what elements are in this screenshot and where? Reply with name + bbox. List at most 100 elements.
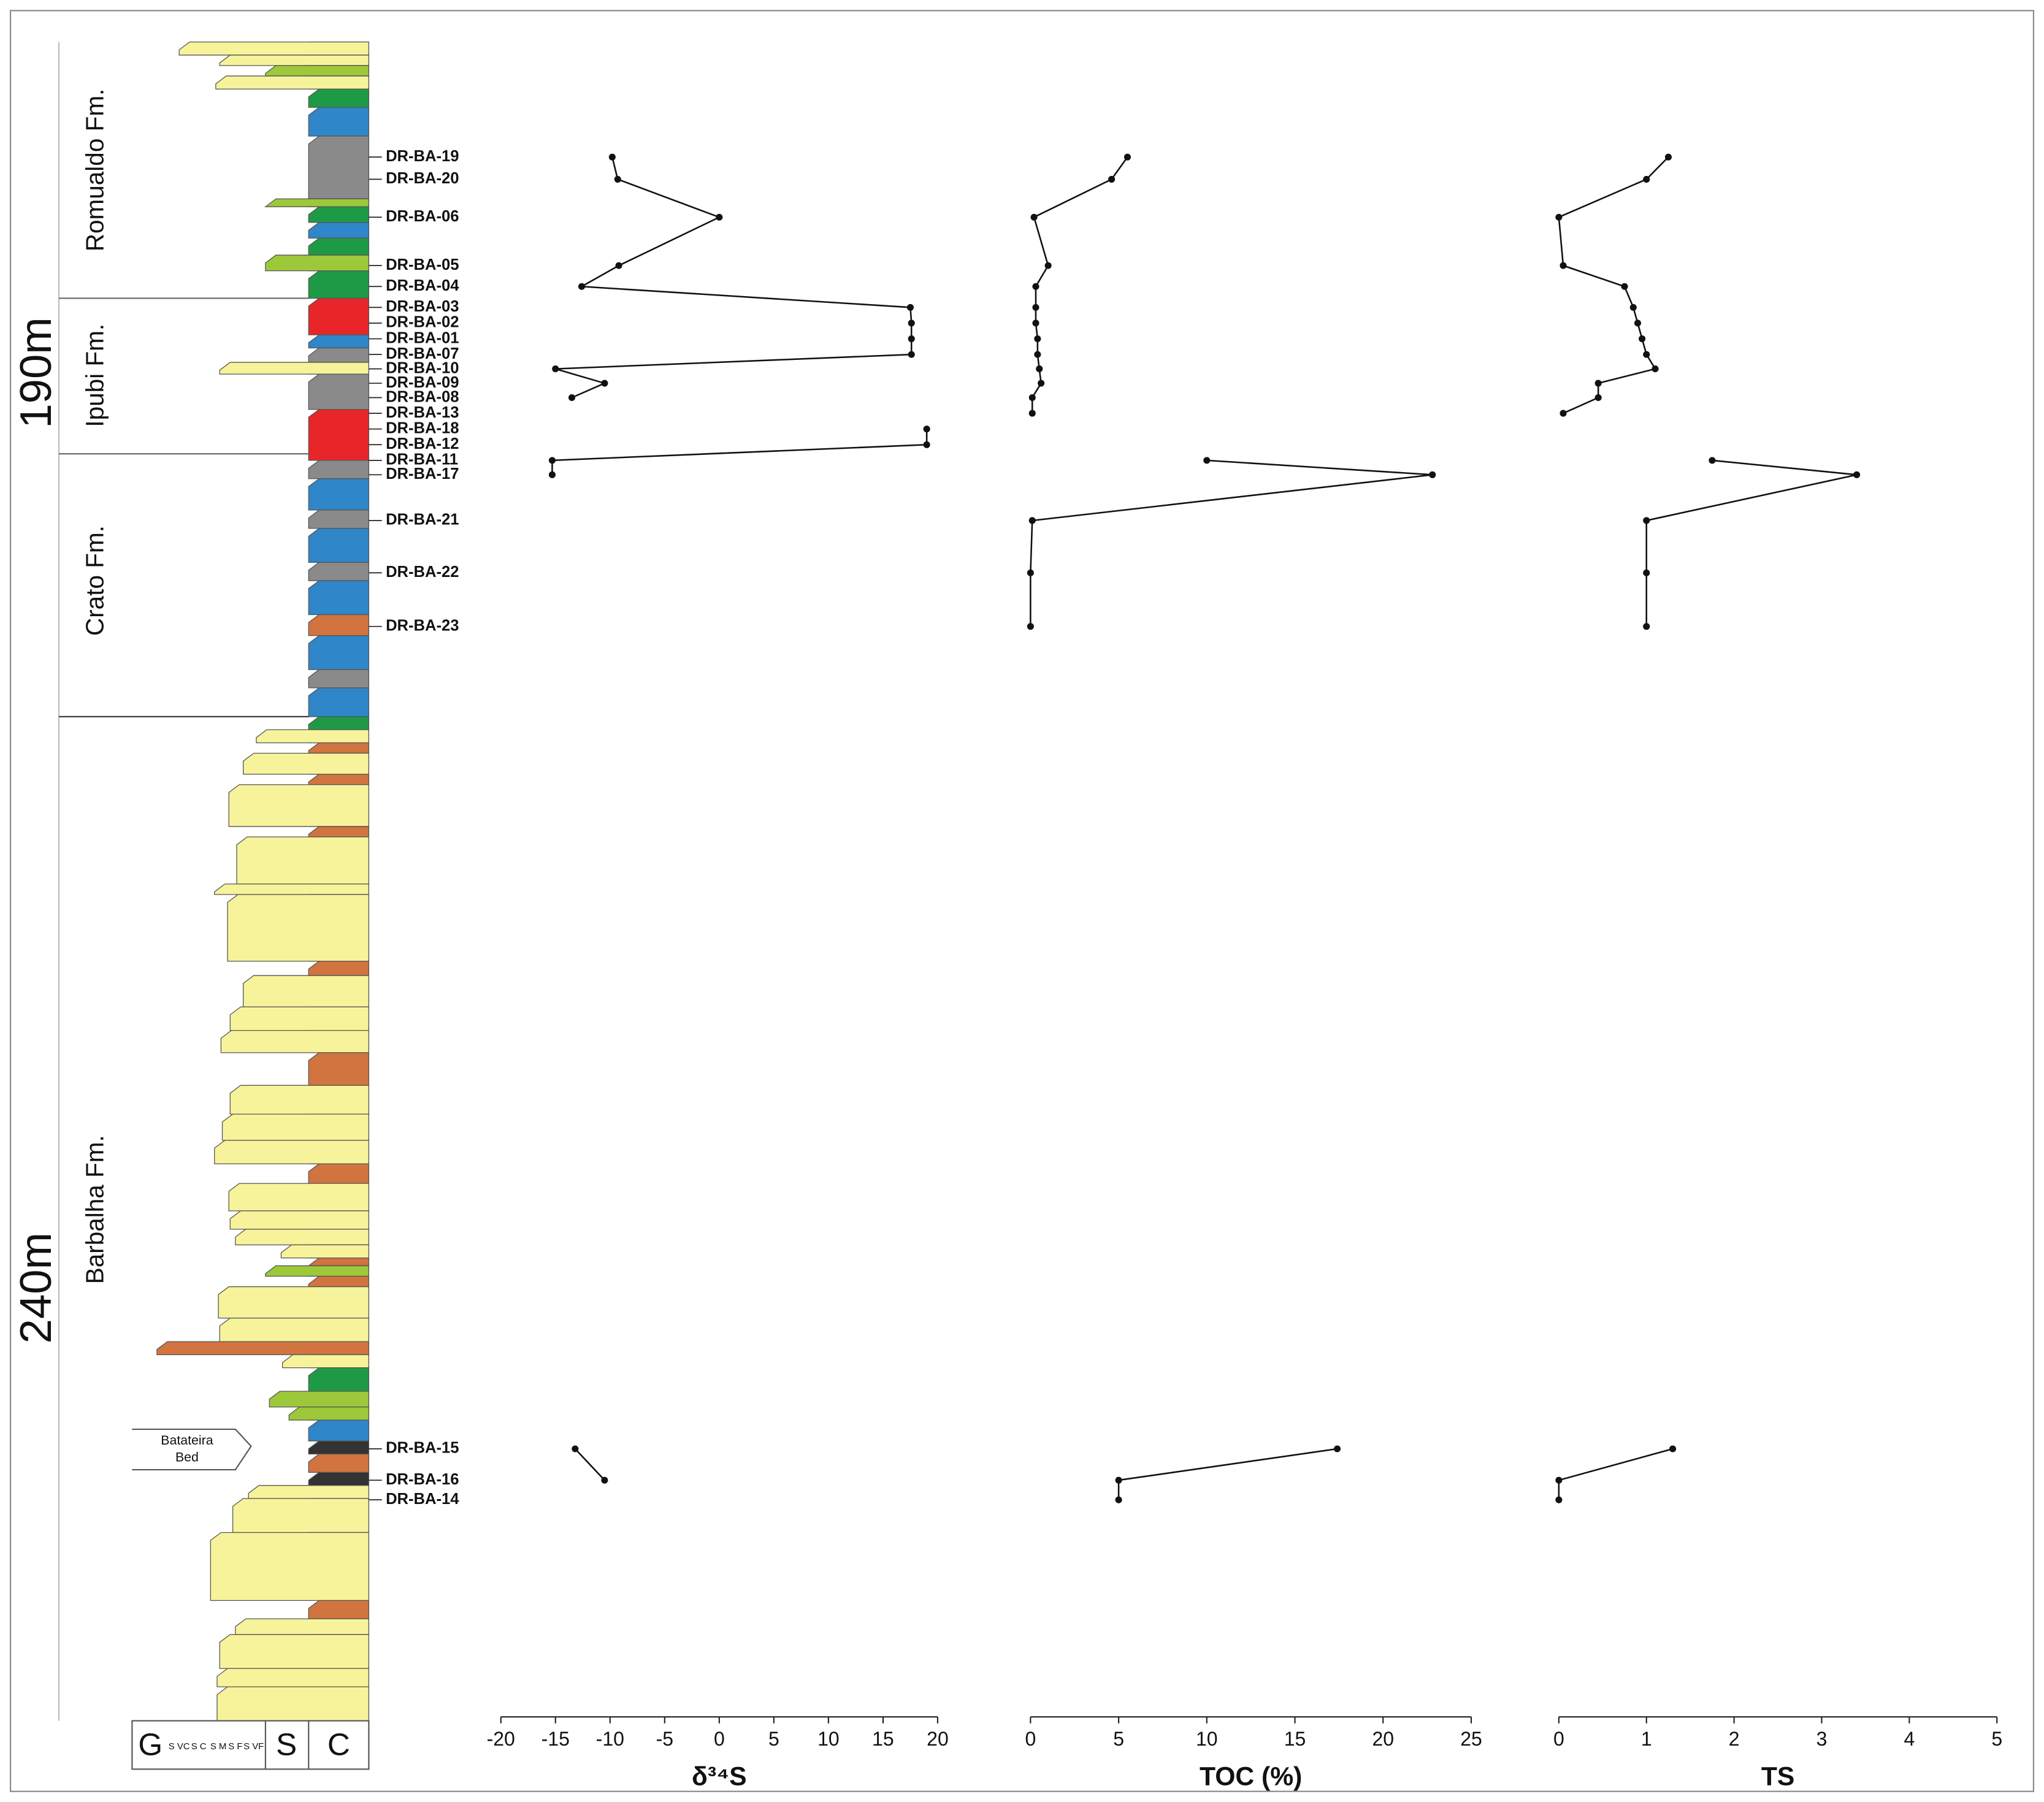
x-tick-label: -10 — [596, 1728, 624, 1750]
layer — [210, 1532, 369, 1601]
formation-label: Crato Fm. — [81, 525, 109, 636]
data-point — [1639, 335, 1646, 343]
data-point — [1664, 153, 1672, 161]
x-tick-label: 1 — [1641, 1728, 1652, 1750]
layer — [232, 1498, 369, 1533]
data-point — [1108, 175, 1116, 183]
sample-label: DR-BA-17 — [386, 465, 459, 483]
data-point — [1032, 304, 1039, 311]
lithology-column — [156, 41, 369, 1722]
formation-label: Barbalha Fm. — [81, 1135, 109, 1284]
data-point — [1555, 213, 1563, 221]
data-point — [1123, 153, 1131, 161]
x-tick-label: -20 — [487, 1728, 515, 1750]
data-point — [923, 426, 930, 433]
layer — [219, 55, 369, 66]
x-tick-label: 15 — [1284, 1728, 1306, 1750]
layer — [308, 1419, 369, 1441]
formation-label: Romualdo Fm. — [81, 89, 109, 252]
layer — [308, 1052, 369, 1086]
sample-label: DR-BA-03 — [386, 298, 459, 315]
layer — [308, 635, 369, 670]
sample-label: DR-BA-12 — [386, 435, 459, 452]
data-point — [1028, 517, 1036, 524]
layer — [307, 1258, 369, 1267]
sample-label: DR-BA-18 — [386, 419, 459, 437]
data-point — [1038, 380, 1045, 387]
x-tick-label: 0 — [714, 1728, 725, 1750]
data-point — [1643, 569, 1650, 576]
data-point — [1594, 394, 1602, 402]
data-point — [1629, 304, 1637, 311]
layer — [308, 297, 369, 335]
data-point — [1429, 471, 1436, 478]
x-tick-label: 2 — [1729, 1728, 1740, 1750]
layer — [248, 1485, 369, 1499]
layer — [308, 1440, 369, 1455]
layer — [308, 334, 369, 349]
sample-label: DR-BA-05 — [386, 256, 459, 273]
data-point — [1203, 457, 1211, 464]
data-point — [1333, 1445, 1341, 1453]
layer — [288, 1407, 369, 1421]
data-point — [1030, 213, 1038, 221]
layer — [308, 222, 369, 239]
data-line — [555, 156, 913, 399]
layer — [235, 1229, 369, 1245]
layer — [256, 729, 369, 744]
sample-label: DR-BA-22 — [386, 563, 459, 581]
data-point — [908, 319, 915, 327]
x-tick-label: 15 — [872, 1728, 894, 1750]
data-point — [1032, 283, 1039, 290]
layer — [228, 1183, 369, 1212]
sample-label: DR-BA-13 — [386, 404, 459, 421]
layer — [308, 88, 369, 108]
layer — [308, 237, 369, 256]
sample-label: DR-BA-15 — [386, 1440, 459, 1457]
sample-label: DR-BA-10 — [386, 359, 459, 376]
layer — [308, 580, 369, 616]
layer — [220, 1029, 369, 1053]
data-point — [1643, 517, 1650, 524]
data-line — [1558, 1448, 1673, 1500]
data-point — [572, 1445, 579, 1453]
data-point — [1115, 1496, 1122, 1503]
data-point — [1028, 394, 1036, 402]
layer — [308, 136, 369, 200]
data-point — [908, 335, 915, 343]
layer — [156, 1341, 369, 1356]
data-point — [1032, 319, 1039, 327]
scale-box — [131, 1720, 370, 1770]
grain-label: S VC — [169, 1741, 190, 1752]
layer — [308, 960, 369, 976]
data-point — [1560, 262, 1567, 269]
data-point — [1028, 410, 1036, 417]
x-tick-label: 0 — [1553, 1728, 1564, 1750]
layer — [269, 1391, 369, 1408]
bed-label: Batateira — [161, 1433, 213, 1448]
data-point — [716, 213, 723, 221]
data-point — [1621, 283, 1628, 290]
data-point — [1027, 569, 1034, 576]
data-line — [1031, 156, 1128, 414]
data-point — [1027, 623, 1034, 630]
layer — [229, 1210, 369, 1230]
data-line — [1030, 459, 1433, 627]
x-axis-title: TS — [1761, 1762, 1794, 1792]
sample-label: DR-BA-14 — [386, 1491, 459, 1508]
bed-arrow — [132, 1428, 252, 1471]
layer — [242, 975, 369, 1007]
layer — [308, 1163, 369, 1184]
sample-label: DR-BA-19 — [386, 148, 459, 165]
grain-label: S F — [228, 1741, 242, 1752]
grain-scale: G S VC S C S M S F S VF S C — [131, 1720, 370, 1770]
layer — [264, 198, 369, 207]
data-line — [574, 1448, 605, 1481]
x-tick-label: 10 — [817, 1728, 840, 1750]
data-point — [1643, 623, 1650, 630]
data-point — [548, 471, 556, 478]
sample-label: DR-BA-06 — [386, 208, 459, 225]
data-point — [1034, 351, 1041, 358]
layer — [308, 510, 369, 529]
